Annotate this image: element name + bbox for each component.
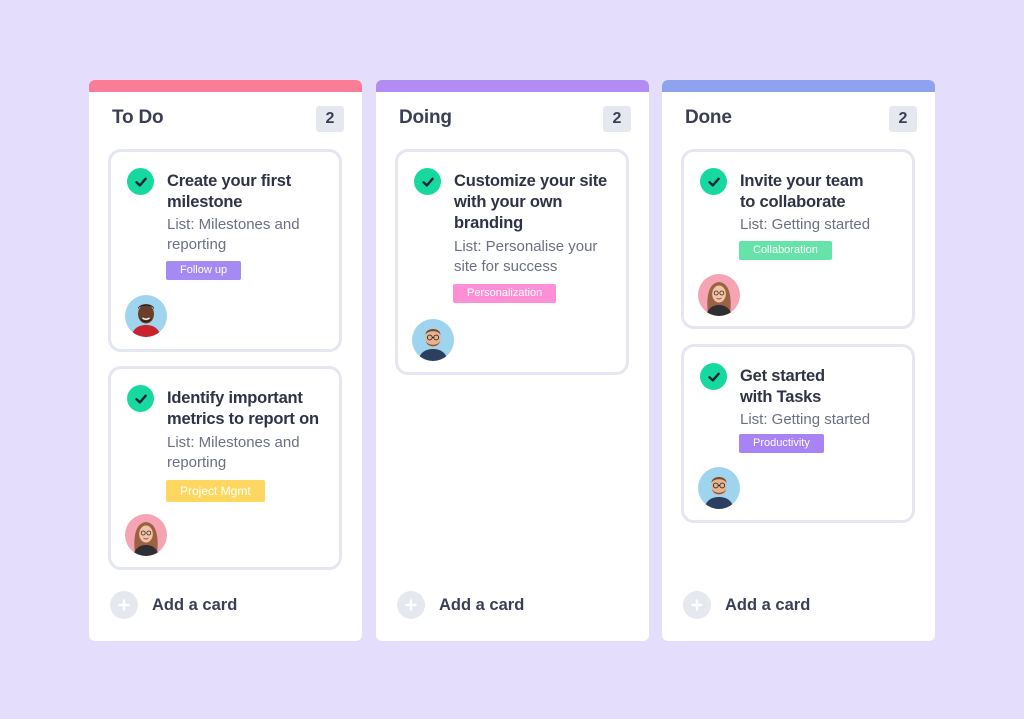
- avatar-man-dark-icon: [125, 295, 167, 337]
- plus-icon: [683, 591, 711, 619]
- card-list-name: List: Milestones and reporting: [167, 216, 300, 253]
- card-list-name: List: Milestones and reporting: [167, 434, 300, 471]
- card-list-name: List: Getting started: [740, 411, 871, 428]
- column-accent-bar: [662, 80, 935, 92]
- card-tag: Collaboration: [739, 241, 832, 260]
- avatar-woman-icon: [698, 274, 740, 316]
- card-tag: Follow up: [166, 261, 242, 280]
- check-icon[interactable]: [700, 363, 727, 390]
- card-tag: Productivity: [739, 434, 824, 453]
- avatar-man-glasses-icon: [412, 319, 454, 361]
- card-title: Customize your site with your own brandi…: [454, 172, 607, 232]
- card-tag: Personalization: [453, 284, 557, 303]
- column-done: Done 2 Invite your team to collaborate L…: [662, 80, 935, 641]
- add-card-label: Add a card: [152, 595, 238, 614]
- avatar-man-glasses-icon: [698, 467, 740, 509]
- column-accent-bar: [89, 80, 362, 92]
- column-accent-bar: [376, 80, 649, 92]
- card-count-badge: 2: [603, 106, 631, 132]
- check-icon[interactable]: [700, 168, 727, 195]
- add-card-label: Add a card: [439, 595, 525, 614]
- card-tag: Project Mgmt: [166, 480, 265, 502]
- task-card[interactable]: Identify important metrics to report on …: [108, 366, 342, 570]
- add-card-button[interactable]: Add a card: [683, 591, 810, 619]
- card-title: Get started with Tasks: [740, 367, 825, 406]
- add-card-button[interactable]: Add a card: [110, 591, 237, 619]
- add-card-label: Add a card: [725, 595, 811, 614]
- check-icon[interactable]: [127, 385, 154, 412]
- task-card[interactable]: Create your first milestone List: Milest…: [108, 149, 342, 352]
- column-title: Done: [685, 107, 732, 128]
- avatar-woman-icon: [125, 514, 167, 556]
- column-title: To Do: [112, 107, 164, 128]
- task-card[interactable]: Customize your site with your own brandi…: [395, 149, 629, 375]
- column-doing: Doing 2 Customize your site with your ow…: [376, 80, 649, 641]
- plus-icon: [397, 591, 425, 619]
- task-card[interactable]: Get started with Tasks List: Getting sta…: [681, 344, 915, 523]
- plus-icon: [110, 591, 138, 619]
- card-title: Create your first milestone: [167, 172, 292, 211]
- task-card[interactable]: Invite your team to collaborate List: Ge…: [681, 149, 915, 329]
- card-title: Identify important metrics to report on: [167, 389, 319, 428]
- card-list-name: List: Getting started: [740, 216, 871, 233]
- card-count-badge: 2: [316, 106, 344, 132]
- card-title: Invite your team to collaborate: [740, 172, 864, 211]
- column-title: Doing: [399, 107, 452, 128]
- check-icon[interactable]: [127, 168, 154, 195]
- column-todo: To Do 2 Create your first milestone List…: [89, 80, 362, 641]
- card-count-badge: 2: [889, 106, 917, 132]
- check-icon[interactable]: [414, 168, 441, 195]
- card-list-name: List: Personalise your site for success: [454, 238, 598, 275]
- add-card-button[interactable]: Add a card: [397, 591, 524, 619]
